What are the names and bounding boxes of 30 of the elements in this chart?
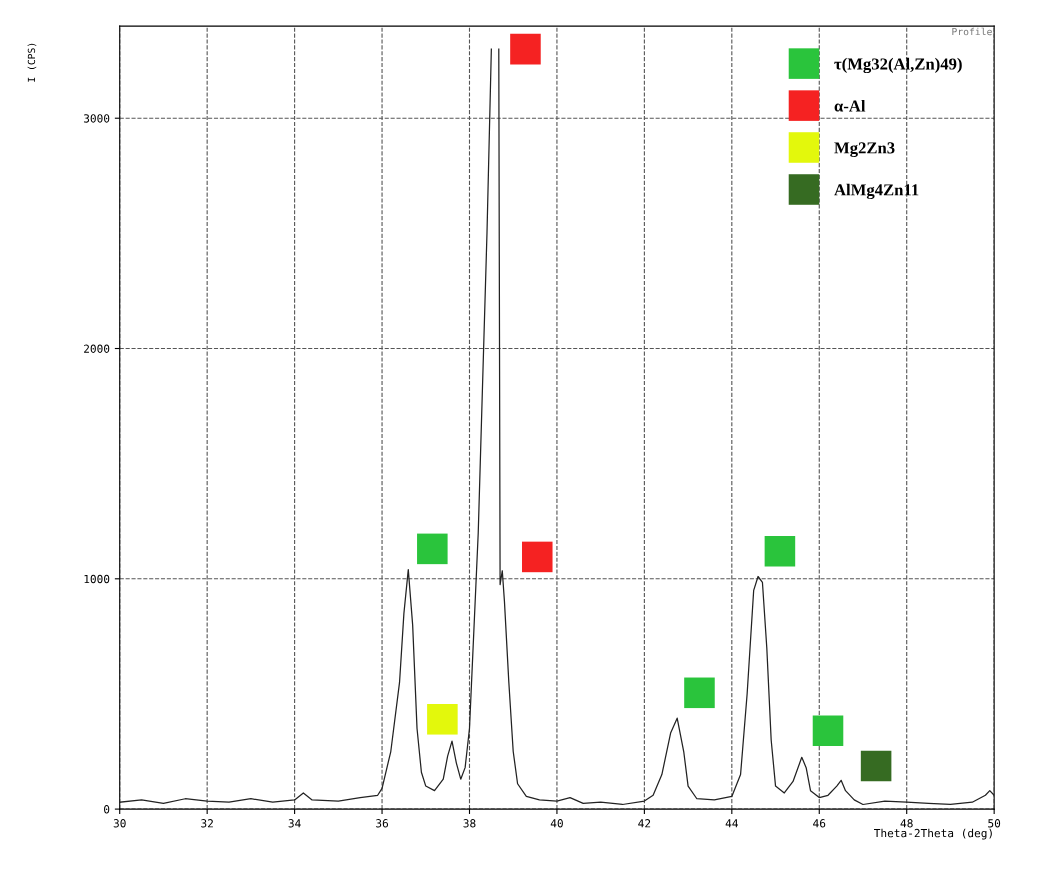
- point: [860, 750, 892, 782]
- x-tick-label: 32: [201, 819, 213, 828]
- y-tick-label: 2000: [84, 344, 110, 353]
- y-tick-label: 0: [104, 805, 110, 814]
- x-tick-label: 34: [288, 819, 301, 828]
- x-axis-title: Theta-2Theta (deg): [874, 828, 992, 840]
- x-tick-label: 44: [725, 819, 738, 828]
- x-tick-label: 48: [900, 819, 913, 828]
- y-tick-label: 1000: [84, 574, 110, 584]
- legend-label: τ(Mg32(Al,Zn)49): [834, 57, 962, 74]
- point: [417, 533, 448, 565]
- annotation: Profile: [952, 27, 992, 36]
- y-tick-label: 3000: [83, 114, 110, 123]
- legend-label: AlMg4Zn11: [834, 183, 919, 200]
- legend-label: Mg2Zn3: [834, 142, 895, 158]
- point: [427, 704, 458, 735]
- legend-label: α-Al: [834, 99, 866, 112]
- point: [812, 715, 844, 747]
- x-tick-label: 30: [113, 819, 126, 828]
- y-axis-title: I (CPS): [27, 43, 37, 82]
- x-tick-label: 38: [463, 819, 476, 828]
- point: [764, 535, 796, 567]
- point: [510, 33, 541, 65]
- x-tick-label: 42: [638, 819, 651, 828]
- point: [684, 677, 715, 709]
- x-tick-label: 40: [550, 819, 563, 828]
- x-tick-label: 46: [813, 819, 826, 828]
- x-tick-label: 36: [376, 819, 389, 828]
- x-tick-label: 50: [988, 819, 1001, 828]
- point: [521, 541, 553, 573]
